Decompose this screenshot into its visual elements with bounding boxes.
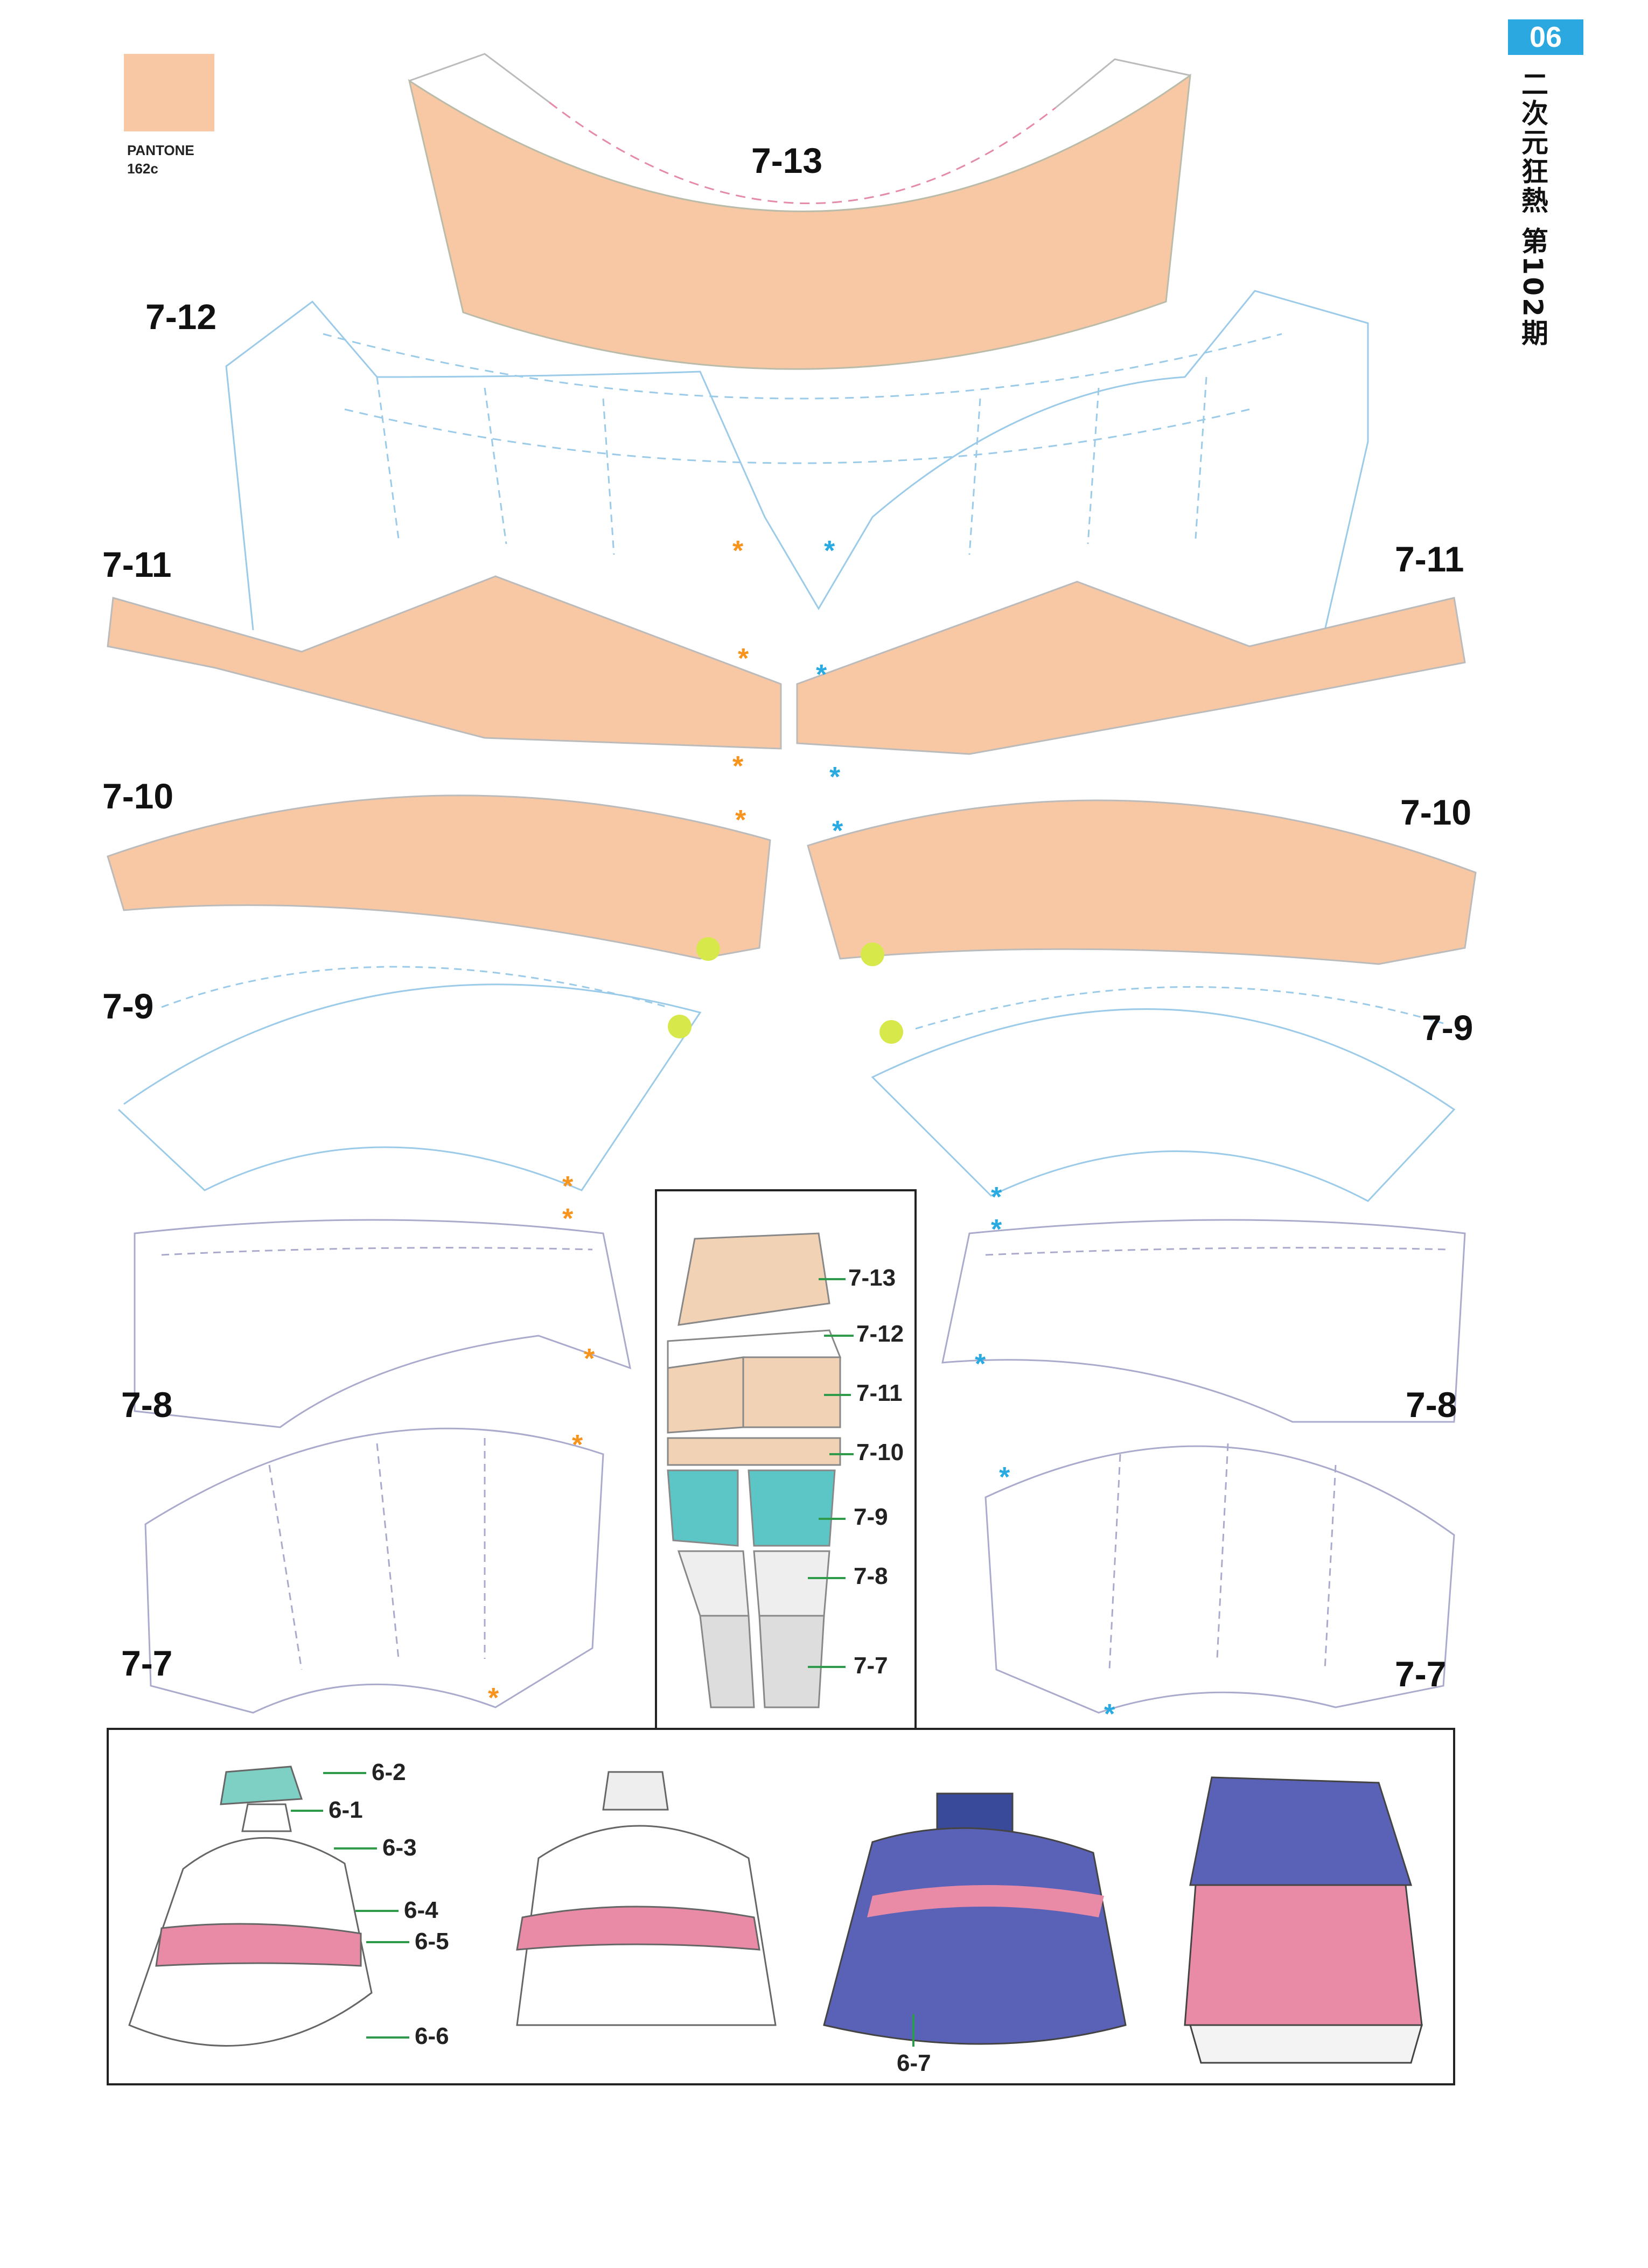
- svg-text:*: *: [732, 751, 744, 782]
- svg-text:*: *: [991, 1182, 1002, 1213]
- dress-callout-6-2: 6-2: [372, 1759, 406, 1785]
- leg-callout-7-10: 7-10: [856, 1439, 904, 1466]
- label-7-9-left: 7-9: [102, 986, 154, 1026]
- piece-7-8-left: [134, 1219, 631, 1428]
- label-7-10-left: 7-10: [102, 776, 174, 816]
- label-7-10-right: 7-10: [1400, 792, 1472, 832]
- dress-callout-6-7: 6-7: [897, 2050, 931, 2076]
- dress-callout-6-6: 6-6: [415, 2023, 449, 2049]
- svg-text:*: *: [1104, 1699, 1115, 1730]
- piece-7-11-left: [107, 575, 782, 750]
- svg-text:*: *: [584, 1343, 595, 1374]
- piece-7-13: [408, 53, 1191, 370]
- svg-text:*: *: [488, 1683, 499, 1714]
- piece-7-12: [225, 290, 1369, 631]
- registration-marks: * * * * * * * * * * * * * * * * * *: [488, 535, 1115, 1730]
- dress-callout-6-4: 6-4: [404, 1897, 438, 1923]
- label-7-11-left: 7-11: [102, 545, 172, 584]
- label-7-7-right: 7-7: [1395, 1654, 1447, 1694]
- pantone-label: PANTONE 162c: [127, 141, 194, 178]
- leg-callout-7-7: 7-7: [854, 1652, 888, 1679]
- svg-text:*: *: [824, 535, 835, 567]
- piece-7-10-right: [807, 799, 1477, 965]
- label-7-11-right: 7-11: [1395, 539, 1464, 579]
- magazine-title: 二次元狂熱 第102期: [1517, 70, 1548, 348]
- piece-7-11-right: [796, 581, 1466, 755]
- leg-callout-7-13: 7-13: [848, 1265, 896, 1291]
- piece-7-9-right: [871, 986, 1456, 1202]
- piece-7-7-left: [144, 1427, 604, 1714]
- svg-text:*: *: [832, 815, 843, 847]
- piece-7-8-right: [941, 1219, 1466, 1423]
- dress-diagram-box: [107, 1728, 1455, 2085]
- label-7-13: 7-13: [751, 141, 823, 180]
- svg-text:*: *: [975, 1349, 986, 1380]
- label-7-7-left: 7-7: [121, 1643, 173, 1683]
- piece-7-7-right: [984, 1443, 1455, 1714]
- dress-callout-6-3: 6-3: [382, 1834, 417, 1861]
- svg-text:*: *: [732, 535, 744, 567]
- dress-callout-6-5: 6-5: [415, 1928, 449, 1955]
- leg-callout-7-12: 7-12: [856, 1321, 904, 1347]
- pantone-brand: PANTONE: [127, 142, 194, 158]
- piece-7-10-left: [107, 794, 771, 960]
- piece-7-9-left: [117, 966, 702, 1191]
- pantone-code: 162c: [127, 160, 158, 177]
- leg-callout-7-11: 7-11: [856, 1380, 903, 1406]
- leg-callout-7-9: 7-9: [854, 1504, 888, 1530]
- dress-callout-6-1: 6-1: [329, 1797, 363, 1823]
- svg-text:*: *: [738, 643, 749, 674]
- svg-text:*: *: [991, 1214, 1002, 1245]
- label-7-8-left: 7-8: [121, 1385, 173, 1425]
- svg-text:*: *: [735, 805, 746, 836]
- label-7-9-right: 7-9: [1422, 1008, 1474, 1048]
- svg-text:*: *: [562, 1171, 574, 1202]
- svg-text:*: *: [562, 1203, 574, 1234]
- svg-text:*: *: [829, 762, 841, 793]
- svg-text:*: *: [572, 1429, 583, 1461]
- page-number-tab: 06: [1508, 19, 1583, 55]
- label-7-12: 7-12: [145, 297, 217, 337]
- pantone-swatch: [124, 54, 214, 131]
- label-7-8-right: 7-8: [1406, 1385, 1457, 1425]
- svg-text:*: *: [999, 1462, 1010, 1493]
- leg-callout-7-8: 7-8: [854, 1563, 888, 1589]
- svg-text:*: *: [816, 659, 827, 690]
- leg-diagram-box: [655, 1189, 917, 1730]
